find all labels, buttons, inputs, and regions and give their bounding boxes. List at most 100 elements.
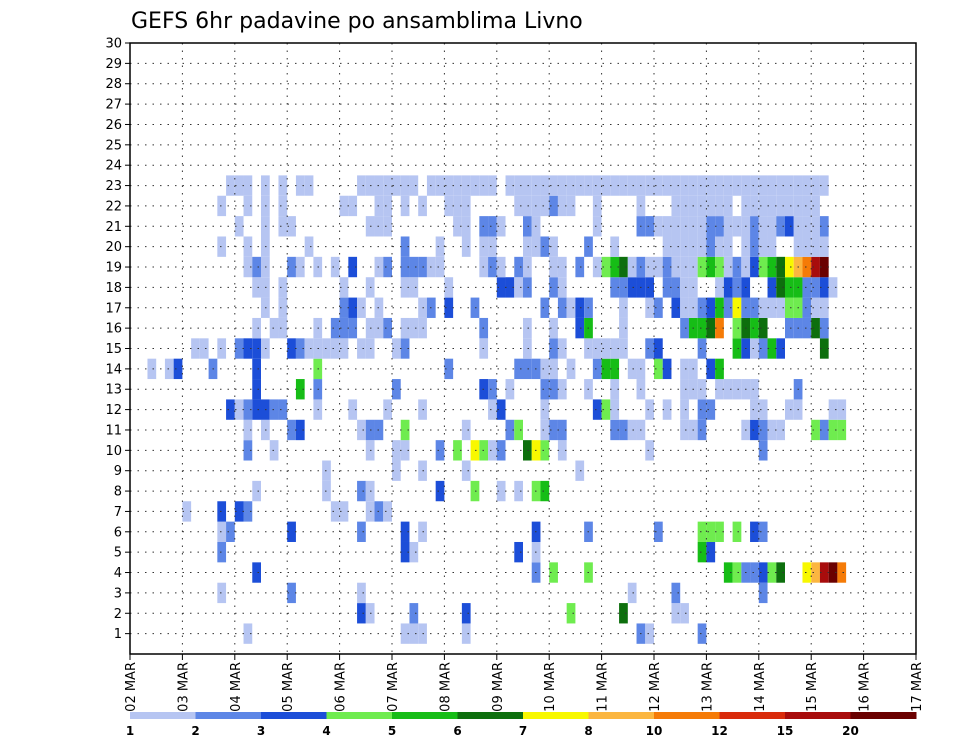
- heatmap-cell: [252, 256, 261, 278]
- heatmap-cell: [339, 338, 349, 359]
- heatmap-cell: [549, 175, 558, 196]
- heatmap-cell: [287, 521, 296, 542]
- heatmap-cell: [400, 623, 410, 644]
- heatmap-cell: [383, 501, 392, 522]
- heatmap-cell: [444, 195, 454, 217]
- heatmap-cell: [409, 256, 419, 278]
- heatmap-cell: [514, 195, 523, 217]
- heatmap-cell: [776, 338, 785, 359]
- heatmap-cell: [278, 277, 288, 298]
- heatmap-cell: [217, 521, 227, 542]
- heatmap-cell: [767, 562, 777, 583]
- heatmap-cell: [488, 175, 497, 196]
- y-tick-label: 21: [105, 220, 122, 235]
- legend-swatch: [785, 712, 851, 719]
- heatmap-cell: [549, 195, 558, 217]
- x-tick-label: 02 MAR: [124, 662, 139, 712]
- x-tick-label: 14 MAR: [753, 662, 768, 712]
- y-tick-label: 19: [105, 261, 122, 276]
- heatmap-cell: [802, 317, 812, 339]
- heatmap-cell: [243, 175, 253, 196]
- heatmap-cell: [767, 195, 777, 217]
- heatmap-cell: [785, 317, 794, 339]
- heatmap-cell: [409, 541, 419, 563]
- heatmap-cell: [217, 338, 227, 359]
- heatmap-cell: [592, 399, 602, 420]
- heatmap-cell: [243, 399, 253, 420]
- heatmap-cell: [234, 216, 244, 237]
- x-axis: 02 MAR 03 MAR 04 MAR 05 MAR 06 MAR 07 MAR 08 M…: [124, 654, 925, 712]
- heatmap-cell: [645, 623, 654, 644]
- heatmap-cell: [575, 175, 585, 196]
- heatmap-cell: [610, 399, 620, 420]
- heatmap-cell: [601, 175, 611, 196]
- heatmap-cell: [392, 440, 401, 461]
- heatmap-cell: [828, 399, 838, 420]
- y-tick-label: 11: [105, 423, 122, 438]
- heatmap-cell: [278, 195, 288, 217]
- heatmap-cell: [461, 175, 471, 196]
- heatmap-cell: [348, 195, 358, 217]
- heatmap-cell: [601, 256, 611, 278]
- heatmap-cell: [610, 175, 620, 196]
- heatmap-cell: [802, 236, 812, 257]
- heatmap-cell: [723, 175, 733, 196]
- heatmap-cell: [496, 256, 506, 278]
- heatmap-cell: [750, 338, 759, 359]
- heatmap-cell: [496, 216, 506, 237]
- heatmap-cell: [566, 175, 576, 196]
- legend-label: 4: [322, 724, 330, 738]
- heatmap-cell: [662, 175, 672, 196]
- heatmap-cell: [723, 379, 733, 400]
- heatmap-cell: [662, 277, 672, 298]
- heatmap-cell: [767, 277, 777, 298]
- heatmap-cell: [383, 175, 392, 196]
- heatmap-cell: [304, 236, 314, 257]
- heatmap-cell: [723, 256, 733, 278]
- heatmap-cell: [828, 277, 838, 298]
- y-tick-label: 25: [105, 138, 122, 153]
- y-tick-label: 13: [105, 383, 122, 398]
- legend-swatch: [130, 712, 196, 719]
- heatmap-cell: [819, 419, 829, 441]
- heatmap-cell: [767, 297, 777, 318]
- heatmap-cell: [680, 317, 689, 339]
- heatmap-cell: [226, 175, 235, 196]
- heatmap-cell: [505, 277, 515, 298]
- x-tick-label: 08 MAR: [438, 662, 453, 712]
- heatmap-cell: [750, 216, 759, 237]
- heatmap-cell: [610, 256, 620, 278]
- y-axis: 1234567891011121314151617181920212223242…: [105, 37, 130, 642]
- heatmap-cell: [680, 277, 689, 298]
- y-tick-label: 6: [114, 525, 122, 540]
- heatmap-cell: [785, 256, 794, 278]
- heatmap-cell: [706, 541, 716, 563]
- heatmap-cell: [758, 175, 768, 196]
- heatmap-cell: [557, 175, 567, 196]
- heatmap-cell: [811, 236, 820, 257]
- heatmap-cell: [252, 379, 261, 400]
- heatmap-cell: [706, 297, 716, 318]
- heatmap-cell: [330, 317, 340, 339]
- legend-swatch: [654, 712, 720, 719]
- heatmap-cell: [819, 297, 829, 318]
- heatmap-cell: [444, 175, 454, 196]
- legend-label: 12: [711, 724, 728, 738]
- heatmap-cell: [811, 195, 820, 217]
- heatmap-cell: [252, 562, 261, 583]
- heatmap-cell: [654, 175, 663, 196]
- heatmap-cell: [671, 582, 681, 604]
- heatmap-cell: [496, 399, 506, 420]
- heatmap-cell: [191, 338, 200, 359]
- heatmap-cell: [610, 236, 620, 257]
- heatmap-cell: [575, 317, 585, 339]
- heatmap-cell: [523, 440, 532, 461]
- heatmap-cell: [252, 338, 261, 359]
- heatmap-cell: [557, 195, 567, 217]
- heatmap-cell: [575, 460, 585, 481]
- heatmap-cell: [758, 256, 768, 278]
- heatmap-cell: [785, 277, 794, 298]
- heatmap-cell: [610, 338, 620, 359]
- heatmap-cell: [566, 297, 576, 318]
- heatmap-cell: [383, 399, 392, 420]
